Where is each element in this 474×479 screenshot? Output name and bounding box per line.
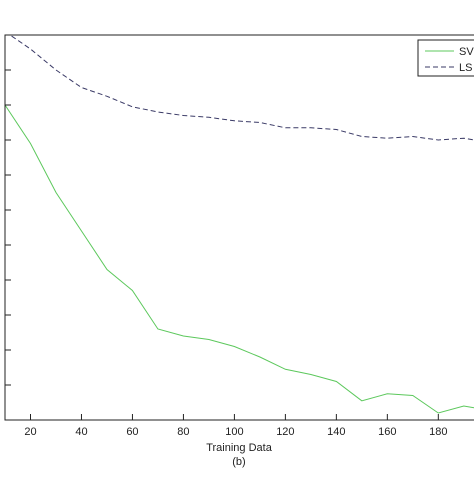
- x-tick-label: 160: [378, 426, 396, 438]
- x-tick-label: 40: [75, 426, 87, 438]
- x-tick-label: 100: [225, 426, 243, 438]
- x-tick-label: 180: [429, 426, 447, 438]
- x-tick-label: 20: [24, 426, 36, 438]
- series-line-ls: [9, 35, 474, 141]
- legend-box: [417, 39, 474, 77]
- legend-label-sv: SV: [459, 46, 474, 58]
- x-axis-label: Training Data: [206, 442, 273, 454]
- x-tick-label: 120: [276, 426, 294, 438]
- x-tick-label: 80: [177, 426, 189, 438]
- x-tick-label: 140: [327, 426, 345, 438]
- chart-caption: (b): [232, 456, 245, 468]
- series-line-sv: [5, 104, 474, 414]
- legend-label-ls: LS: [459, 62, 472, 74]
- x-tick-label: 60: [126, 426, 138, 438]
- plot-frame: [4, 34, 474, 421]
